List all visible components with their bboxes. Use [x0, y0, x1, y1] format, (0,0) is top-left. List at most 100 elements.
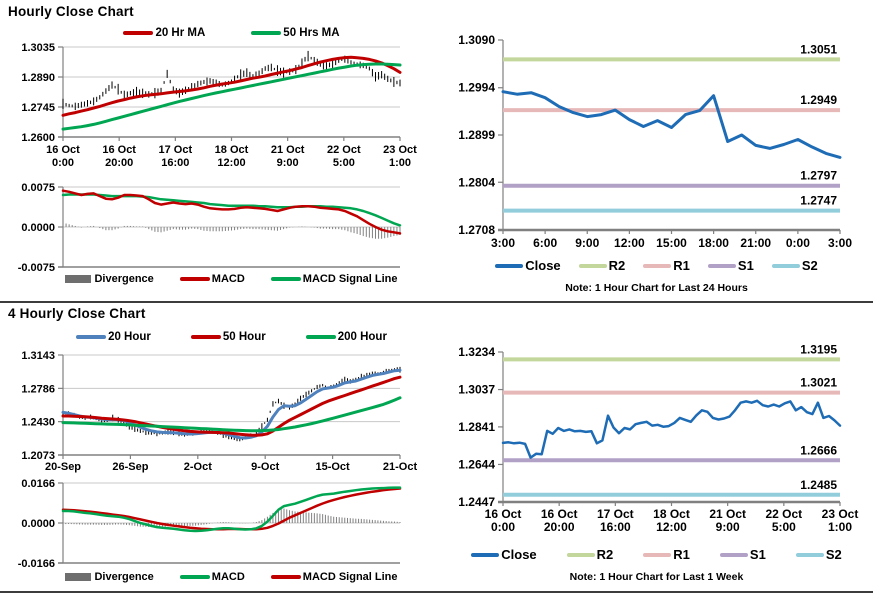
legend-label: Close — [525, 258, 561, 273]
blue-line-swatch — [471, 552, 500, 557]
svg-text:5:00: 5:00 — [333, 157, 355, 169]
svg-text:1.2994: 1.2994 — [458, 81, 495, 95]
section-divider — [0, 301, 873, 303]
svg-text:2-Oct: 2-Oct — [184, 461, 212, 473]
hourly-macd-chart: 0.0075 0.0000 -0.0075 — [18, 182, 402, 274]
weekly-pivot-levels-chart: 1.3234 1.3037 1.2841 1.2644 1.2447 1.3195 1.30… — [458, 342, 858, 534]
legend-item-50hrs-ma: 50 Hrs MA — [251, 27, 340, 39]
svg-text:20:00: 20:00 — [544, 520, 575, 534]
legend-item-close: Close — [471, 547, 537, 562]
legend-item-50-hour: 50 Hour — [190, 331, 266, 343]
legend-label: 20 Hr MA — [155, 27, 206, 39]
hourly-levels-legend: Close R2 R1 S1 S2 — [440, 258, 873, 273]
svg-text:12:00: 12:00 — [217, 157, 245, 169]
svg-text:1.3195: 1.3195 — [800, 342, 837, 356]
legend-item-close: Close — [495, 258, 561, 273]
svg-text:1.2600: 1.2600 — [21, 132, 55, 144]
svg-text:0.0000: 0.0000 — [21, 222, 55, 234]
blue-line-swatch — [495, 263, 524, 268]
svg-text:3:00: 3:00 — [828, 236, 852, 250]
legend-label: MACD — [211, 273, 245, 285]
svg-text:18:00: 18:00 — [698, 236, 729, 250]
r1-line-swatch — [643, 263, 672, 268]
svg-text:1.3021: 1.3021 — [800, 376, 837, 390]
r1-line-swatch — [643, 552, 672, 557]
svg-text:1.2786: 1.2786 — [21, 383, 55, 395]
svg-text:1.2890: 1.2890 — [21, 72, 55, 84]
s2-line-swatch — [771, 263, 800, 268]
svg-text:-0.0075: -0.0075 — [18, 262, 55, 274]
svg-text:16 Oct: 16 Oct — [102, 144, 136, 156]
svg-text:1.2073: 1.2073 — [21, 450, 55, 462]
svg-text:16 Oct: 16 Oct — [541, 507, 578, 521]
svg-text:1.3090: 1.3090 — [458, 33, 495, 47]
svg-text:22 Oct: 22 Oct — [765, 507, 802, 521]
s2-line-swatch — [795, 552, 824, 557]
svg-text:26-Sep: 26-Sep — [112, 461, 148, 473]
legend-item-r2: R2 — [578, 258, 625, 273]
legend-item-r2: R2 — [566, 547, 613, 562]
legend-item-200-hour: 200 Hour — [305, 331, 387, 343]
green-line-swatch — [179, 574, 210, 580]
svg-text:1.2644: 1.2644 — [458, 457, 495, 471]
legend-item-divergence: Divergence — [65, 273, 154, 285]
blue-line-swatch — [76, 334, 107, 340]
svg-text:15-Oct: 15-Oct — [315, 461, 350, 473]
svg-text:23 Oct: 23 Oct — [383, 144, 417, 156]
svg-text:9-Oct: 9-Oct — [251, 461, 279, 473]
svg-text:1.3234: 1.3234 — [458, 345, 495, 359]
red-line-swatch — [179, 276, 210, 282]
svg-text:22 Oct: 22 Oct — [327, 144, 361, 156]
green-line-swatch — [251, 30, 282, 36]
svg-text:20:00: 20:00 — [105, 157, 133, 169]
svg-text:1.2949: 1.2949 — [800, 93, 837, 107]
svg-text:6:00: 6:00 — [533, 236, 557, 250]
svg-text:1.2747: 1.2747 — [800, 194, 837, 208]
svg-text:1.2804: 1.2804 — [458, 175, 495, 189]
legend-label: Divergence — [94, 273, 154, 285]
legend-label: S2 — [801, 258, 818, 273]
gray-bar-swatch — [65, 573, 92, 581]
legend-label: Close — [501, 547, 537, 562]
four-hourly-chart-title: 4 Hourly Close Chart — [8, 306, 146, 321]
svg-text:12:00: 12:00 — [656, 520, 687, 534]
svg-text:12:00: 12:00 — [614, 236, 645, 250]
s1-line-swatch — [719, 552, 748, 557]
svg-text:1:00: 1:00 — [389, 157, 411, 169]
hourly-chart-title: Hourly Close Chart — [8, 4, 134, 19]
legend-item-s2: S2 — [771, 258, 818, 273]
svg-text:16:00: 16:00 — [161, 157, 189, 169]
s1-line-swatch — [707, 263, 736, 268]
legend-label: MACD Signal Line — [302, 273, 398, 285]
svg-text:16:00: 16:00 — [600, 520, 631, 534]
hourly-ma-legend: 20 Hr MA 50 Hrs MA — [63, 27, 400, 39]
legend-item-s1: S1 — [707, 258, 754, 273]
svg-text:1.2745: 1.2745 — [21, 102, 55, 114]
svg-text:1.3035: 1.3035 — [21, 42, 55, 54]
svg-text:1.2666: 1.2666 — [800, 443, 837, 457]
legend-label: 20 Hour — [108, 331, 151, 343]
svg-text:21 Oct: 21 Oct — [709, 507, 746, 521]
svg-text:1.3143: 1.3143 — [21, 350, 55, 362]
svg-text:0.0000: 0.0000 — [21, 518, 55, 530]
svg-text:18 Oct: 18 Oct — [215, 144, 249, 156]
svg-text:17 Oct: 17 Oct — [597, 507, 634, 521]
svg-text:0:00: 0:00 — [491, 520, 515, 534]
svg-text:21:00: 21:00 — [740, 236, 771, 250]
svg-text:9:00: 9:00 — [716, 520, 740, 534]
four-hourly-ma-legend: 20 Hour 50 Hour 200 Hour — [63, 331, 400, 343]
green-line-swatch — [305, 334, 336, 340]
red-line-swatch — [123, 30, 154, 36]
legend-item-s2: S2 — [795, 547, 842, 562]
svg-text:16 Oct: 16 Oct — [46, 144, 80, 156]
legend-item-r1: R1 — [643, 258, 690, 273]
svg-text:21-Oct: 21-Oct — [383, 461, 418, 473]
weekly-levels-note: Note: 1 Hour Chart for Last 1 Week — [569, 571, 744, 583]
hourly-macd-legend: Divergence MACD MACD Signal Line — [63, 273, 400, 285]
green-line-swatch — [270, 276, 301, 282]
svg-text:0.0166: 0.0166 — [21, 478, 55, 490]
svg-text:17 Oct: 17 Oct — [159, 144, 193, 156]
